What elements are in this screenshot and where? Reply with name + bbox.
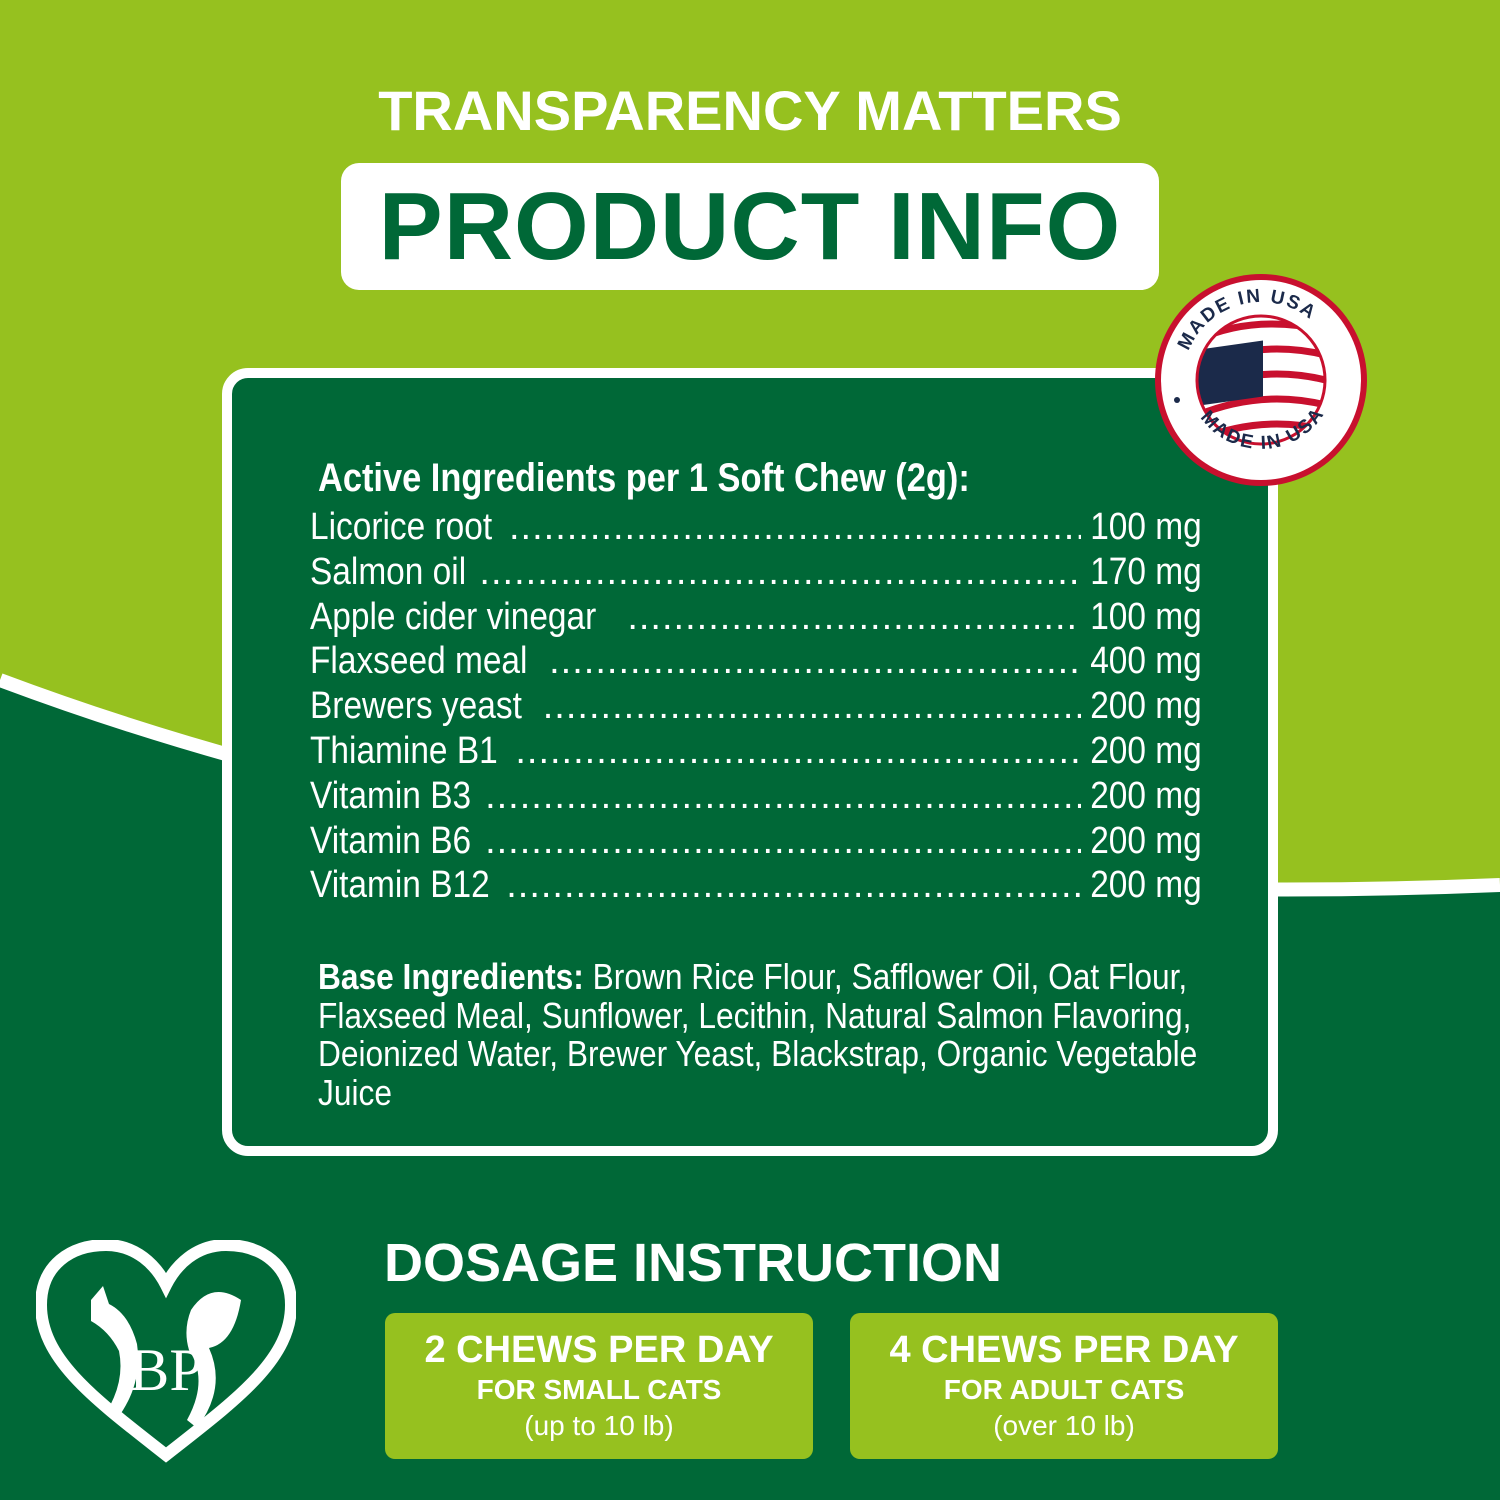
dosage-amount: 2 CHEWS PER DAY [424,1329,774,1371]
ingredient-row: Brewers yeast 200 mg [310,685,1202,730]
dotted-leader [515,730,1081,773]
ingredient-name: Salmon oil [310,550,467,593]
ingredient-row: Salmon oil 170 mg [310,551,1202,596]
base-ingredients: Base Ingredients: Brown Rice Flour, Saff… [318,956,1207,1113]
ingredient-name: Brewers yeast [310,685,522,728]
ingredient-row: Flaxseed meal 400 mg [310,640,1202,685]
ingredient-name: Vitamin B12 [310,864,490,907]
ingredient-amount: 200 mg [1090,864,1202,907]
svg-text:BP: BP [129,1337,202,1403]
made-in-usa-badge-icon: MADE IN USA MADE IN USA [1155,274,1367,486]
dotted-leader [479,551,1081,594]
ingredient-row: Apple cider vinegar 100 mg [310,596,1202,641]
ingredient-amount: 200 mg [1090,729,1202,772]
ingredient-name: Flaxseed meal [310,640,528,683]
base-ingredients-text: Brown Rice Flour, Safflower Oil, Oat Flo… [318,956,1198,1113]
ingredient-name: Thiamine B1 [310,729,498,772]
ingredient-row: Vitamin B3 200 mg [310,775,1202,820]
active-ingredients-heading: Active Ingredients per 1 Soft Chew (2g): [318,456,970,500]
ingredient-amount: 400 mg [1090,640,1202,683]
ingredient-amount: 200 mg [1090,685,1202,728]
ingredient-amount: 100 mg [1090,595,1202,638]
brand-heart-logo-icon: BP [36,1240,296,1463]
ingredient-name: Licorice root [310,506,493,548]
ingredient-name: Vitamin B3 [310,774,472,817]
ingredient-row: Vitamin B12 200 mg [310,864,1202,909]
dosage-weight: (over 10 lb) [993,1410,1135,1441]
dotted-leader [543,685,1082,728]
ingredient-row: Vitamin B6 200 mg [310,820,1202,865]
ingredient-row: Thiamine B1 200 mg [310,730,1202,775]
dotted-leader [485,775,1081,818]
dosage-box-small-cats: 2 CHEWS PER DAY FOR SMALL CATS (up to 10… [385,1313,813,1459]
dosage-weight: (up to 10 lb) [524,1410,674,1441]
dotted-leader [506,864,1081,907]
dosage-heading: DOSAGE INSTRUCTION [384,1233,1003,1293]
dosage-target: FOR ADULT CATS [943,1374,1185,1405]
dotted-leader [509,506,1081,549]
title-box: PRODUCT INFO [341,163,1159,290]
dosage-box-adult-cats: 4 CHEWS PER DAY FOR ADULT CATS (over 10 … [850,1313,1278,1459]
ingredient-amount: 200 mg [1090,774,1202,817]
dotted-leader [485,820,1081,863]
ingredients-card: Active Ingredients per 1 Soft Chew (2g):… [222,368,1278,1156]
ingredient-name: Vitamin B6 [310,819,472,862]
dotted-leader [549,640,1081,683]
dosage-target: FOR SMALL CATS [476,1374,722,1405]
ingredient-name: Apple cider vinegar [310,595,597,638]
kicker-heading: TRANSPARENCY MATTERS [378,79,1122,142]
base-ingredients-label: Base Ingredients: [318,956,584,997]
ingredient-amount: 200 mg [1090,819,1202,862]
ingredient-amount: 100 mg [1090,506,1202,548]
ingredient-row: Licorice root 100 mg [310,506,1202,551]
ingredient-amount: 170 mg [1090,550,1202,593]
page-title: PRODUCT INFO [378,172,1122,280]
dosage-amount: 4 CHEWS PER DAY [889,1329,1239,1371]
dotted-leader [627,596,1081,639]
